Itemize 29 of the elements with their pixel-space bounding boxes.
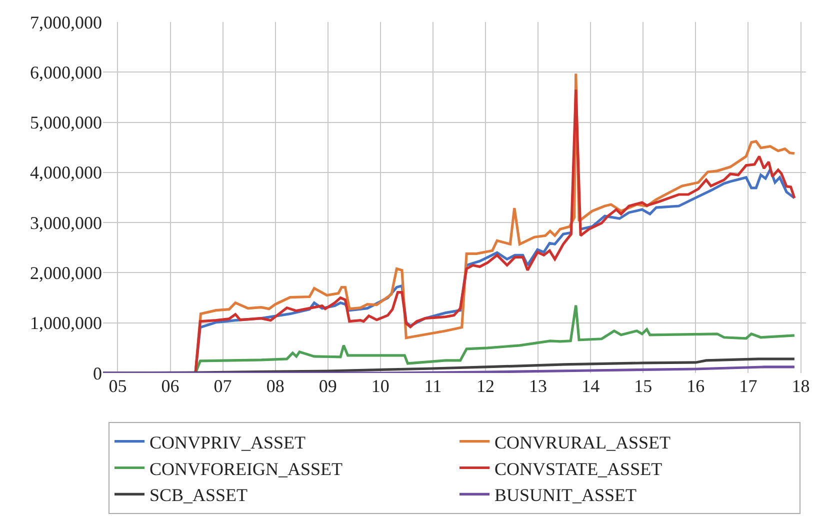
legend-label: CONVPRIV_ASSET <box>150 432 306 452</box>
legend-label: CONVFOREIGN_ASSET <box>150 458 343 479</box>
y-tick-label: 7,000,000 <box>30 12 102 32</box>
y-tick-label: 3,000,000 <box>30 212 102 233</box>
x-tick-label: 14 <box>582 376 600 396</box>
x-tick-label: 18 <box>792 376 810 396</box>
legend-label: SCB_ASSET <box>150 485 248 506</box>
legend-label: CONVRURAL_ASSET <box>494 432 671 452</box>
x-tick-label: 08 <box>266 376 284 396</box>
y-tick-label: 1,000,000 <box>30 313 102 334</box>
y-tick-label: 5,000,000 <box>30 112 102 133</box>
x-tick-label: 17 <box>739 376 758 396</box>
x-tick-label: 13 <box>529 376 548 396</box>
y-tick-label: 0 <box>93 363 102 384</box>
y-tick-label: 6,000,000 <box>30 62 102 82</box>
x-tick-label: 09 <box>318 376 337 396</box>
x-tick-label: 11 <box>424 376 442 396</box>
x-tick-label: 06 <box>161 376 180 396</box>
x-tick-label: 05 <box>108 376 127 396</box>
line-series <box>103 366 796 373</box>
legend-label: CONVSTATE_ASSET <box>494 458 662 479</box>
y-tick-label: 4,000,000 <box>30 162 102 183</box>
x-tick-label: 12 <box>476 376 494 396</box>
x-tick-label: 07 <box>214 376 232 396</box>
y-tick-label: 2,000,000 <box>30 263 102 284</box>
x-tick-label: 10 <box>371 376 390 396</box>
x-tick-label: 16 <box>686 376 705 396</box>
x-tick-label: 15 <box>634 376 652 396</box>
legend-label: BUSUNIT_ASSET <box>494 485 637 506</box>
